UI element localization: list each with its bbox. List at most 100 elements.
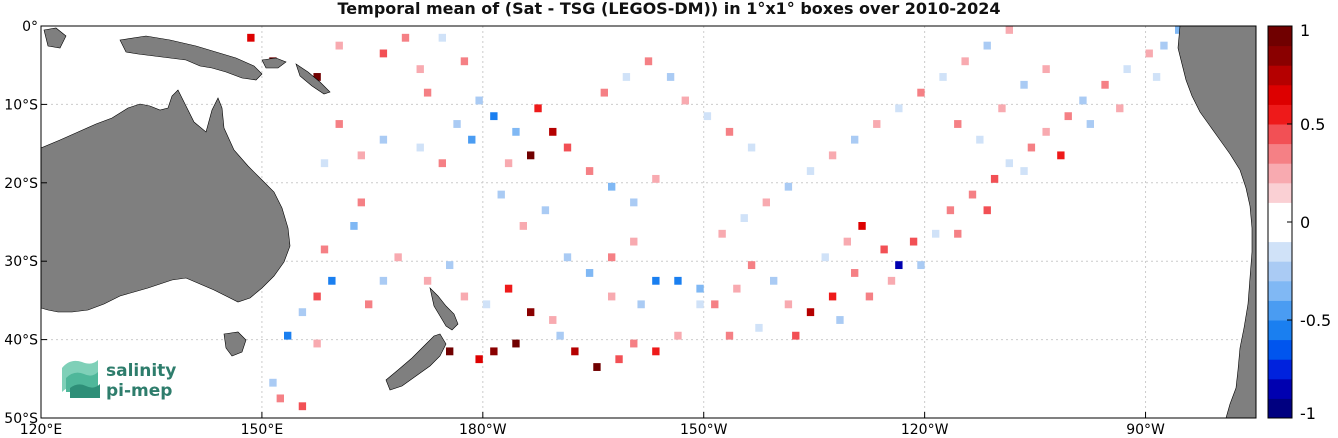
colorbar-tick-label: -0.5 xyxy=(1300,311,1331,330)
x-tick-label: 150°E xyxy=(241,422,284,438)
land-tasmania xyxy=(223,331,247,357)
data-cell xyxy=(298,402,307,411)
data-cell xyxy=(792,331,800,340)
data-cell xyxy=(556,331,564,340)
colorbar xyxy=(1268,26,1292,419)
data-cell xyxy=(298,308,307,317)
data-cell xyxy=(497,190,505,199)
data-cell xyxy=(990,174,999,183)
land-solomons xyxy=(295,63,331,95)
data-cell xyxy=(762,198,770,207)
data-cell xyxy=(998,104,1006,113)
x-tick-label: 120°E xyxy=(20,422,63,438)
data-cell xyxy=(549,316,557,324)
colorbar-swatch xyxy=(1268,378,1292,399)
data-cell xyxy=(718,229,726,238)
colorbar-swatch xyxy=(1268,359,1292,380)
data-cell xyxy=(365,300,373,309)
data-cell xyxy=(423,276,432,285)
data-cell xyxy=(851,269,859,277)
data-cell xyxy=(880,245,888,254)
data-cell xyxy=(939,73,947,81)
data-cell xyxy=(865,292,874,301)
colorbar-tick-label: 0.5 xyxy=(1300,115,1325,134)
colorbar-swatch xyxy=(1268,320,1292,341)
colorbar-swatch xyxy=(1268,280,1292,301)
data-cell xyxy=(328,276,336,285)
data-cell xyxy=(475,96,483,105)
data-cell xyxy=(585,269,594,277)
data-cell xyxy=(1020,80,1028,89)
data-cell xyxy=(460,57,469,66)
land-islands-west xyxy=(43,27,67,49)
data-cell xyxy=(711,300,719,309)
land-south-america xyxy=(1177,26,1256,418)
data-cell xyxy=(1160,41,1168,50)
data-cell xyxy=(917,261,925,270)
data-cell xyxy=(954,120,962,128)
logo-text-line2: pi-mep xyxy=(106,381,172,401)
data-cell xyxy=(770,276,778,285)
data-cell xyxy=(806,308,815,317)
data-cell xyxy=(490,112,498,121)
data-cell xyxy=(1123,65,1131,74)
data-cell xyxy=(666,73,675,81)
data-cell xyxy=(313,73,321,81)
data-cell xyxy=(828,151,837,160)
data-cell xyxy=(1020,167,1028,175)
data-cell xyxy=(615,355,623,364)
data-cell xyxy=(821,253,829,262)
data-cell xyxy=(357,151,365,160)
data-cell xyxy=(394,253,402,262)
data-cell xyxy=(284,331,292,340)
data-cell xyxy=(276,394,284,403)
colorbar-swatch xyxy=(1268,45,1292,66)
data-cell xyxy=(593,363,601,371)
colorbar-swatch xyxy=(1268,182,1292,203)
data-cell xyxy=(740,214,748,222)
data-cell xyxy=(976,135,984,144)
land-new-britain xyxy=(261,57,287,69)
y-tick-label: 10°S xyxy=(4,97,38,113)
data-cell xyxy=(357,198,365,207)
data-cell xyxy=(961,57,969,66)
data-cell xyxy=(968,190,977,199)
data-cell xyxy=(600,88,608,97)
land-new-zealand-south xyxy=(385,333,447,391)
y-tick-label: 30°S xyxy=(4,254,38,270)
plot-frame xyxy=(40,25,1257,419)
colorbar-swatch xyxy=(1268,339,1292,360)
colorbar-ticks: 1 0.5 0 -0.5 -1 xyxy=(1287,21,1331,423)
data-cell xyxy=(549,127,557,136)
land-australia xyxy=(41,89,291,313)
data-cell xyxy=(954,229,962,238)
data-cell xyxy=(909,237,918,246)
data-cell xyxy=(527,308,535,317)
data-cell xyxy=(504,159,513,168)
data-cell xyxy=(438,33,446,42)
land-new-zealand-north xyxy=(429,287,459,331)
data-cell xyxy=(446,347,454,356)
logo-text-line1: salinity xyxy=(106,361,176,381)
data-cell xyxy=(836,316,844,324)
data-cell xyxy=(1005,159,1013,168)
data-cell xyxy=(843,237,851,246)
x-tick-label: 180°W xyxy=(459,422,507,438)
data-cell xyxy=(887,276,896,285)
data-cell xyxy=(1175,26,1183,34)
colorbar-swatch xyxy=(1268,241,1292,262)
x-tick-label: 150°W xyxy=(680,422,728,438)
data-cell xyxy=(652,276,660,285)
data-cell xyxy=(1005,26,1013,34)
data-cell xyxy=(519,222,527,230)
y-tick-label: 0° xyxy=(22,19,38,35)
data-cell xyxy=(1145,49,1153,58)
data-cell xyxy=(828,292,837,301)
data-cell xyxy=(637,300,645,309)
data-cell xyxy=(755,323,763,332)
colorbar-swatch xyxy=(1268,65,1292,86)
data-cell xyxy=(335,41,343,50)
data-cell xyxy=(416,143,424,152)
colorbar-tick-label: 1 xyxy=(1300,21,1310,40)
colorbar-swatch xyxy=(1268,124,1292,145)
